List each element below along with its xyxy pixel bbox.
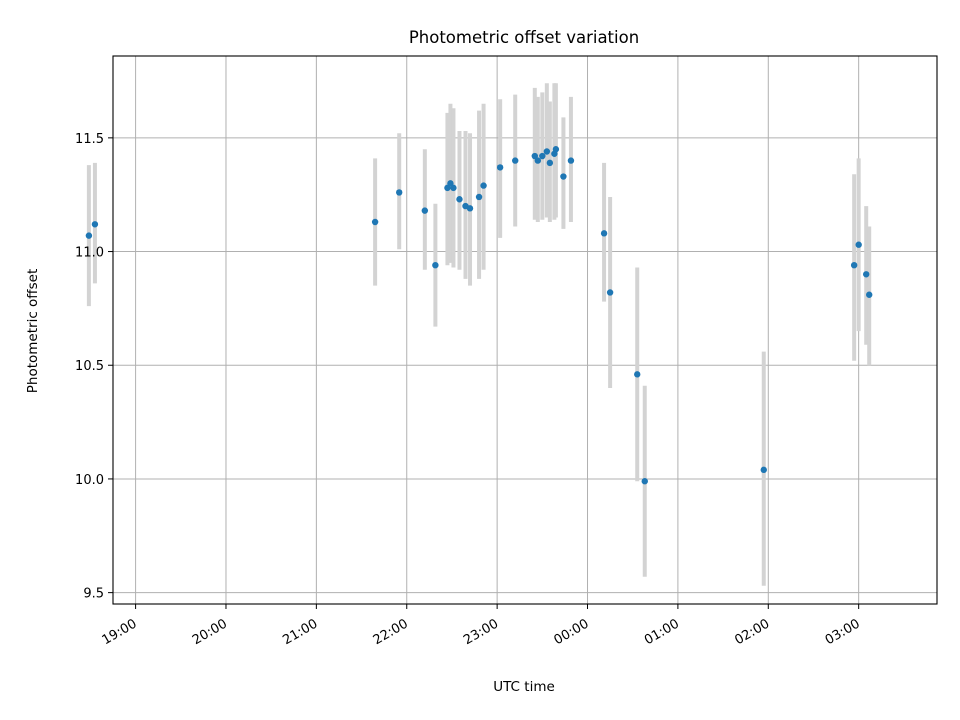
data-point: [546, 159, 554, 167]
data-point: [475, 193, 483, 201]
y-tick-label: 11.5: [75, 132, 104, 147]
x-tick-label: 00:00: [552, 616, 592, 648]
data-point: [396, 189, 403, 196]
data-point: [456, 196, 463, 203]
x-tick-label: 21:00: [280, 616, 320, 648]
data-point: [641, 478, 648, 485]
y-axis-ticks: 9.5 10.0 10.5 11.0 11.5: [75, 132, 113, 602]
x-tick-label: 20:00: [190, 616, 230, 648]
data-point: [543, 148, 551, 155]
x-tick-label: 02:00: [732, 616, 772, 648]
data-point: [85, 232, 93, 239]
data-point: [447, 180, 454, 187]
data-point: [480, 182, 487, 189]
error-bars: [86, 83, 872, 586]
data-point: [850, 261, 858, 269]
data-point: [539, 152, 546, 160]
data-point: [866, 291, 873, 298]
data-point: [760, 466, 767, 474]
data-point: [552, 146, 560, 153]
data-point: [600, 230, 608, 237]
data-point: [531, 152, 538, 160]
chart-title: Photometric offset variation: [409, 28, 639, 47]
data-point: [567, 157, 575, 164]
y-tick-label: 11.0: [75, 246, 104, 261]
y-axis-label: Photometric offset: [25, 269, 41, 393]
y-tick-label: 10.5: [75, 359, 104, 374]
x-tick-label: 22:00: [371, 616, 411, 648]
x-axis-ticks: 19:00 20:00 21:00 22:00 23:00 00:00 01:00 02:00…: [100, 604, 863, 648]
data-point: [534, 157, 542, 164]
data-point: [371, 218, 379, 226]
data-points: [85, 146, 873, 485]
data-point: [421, 207, 429, 214]
y-tick-label: 10.0: [75, 473, 104, 488]
x-axis-label: UTC time: [493, 679, 555, 695]
data-point: [855, 241, 862, 248]
x-tick-label: 19:00: [100, 616, 140, 648]
data-point: [560, 173, 567, 180]
data-point: [512, 157, 519, 164]
x-tick-label: 03:00: [823, 616, 863, 648]
plot-frame: [112, 55, 938, 605]
grid-lines: [113, 56, 937, 604]
data-point: [444, 184, 451, 192]
data-point: [450, 184, 457, 192]
data-point: [496, 164, 504, 171]
data-point: [432, 261, 439, 269]
data-point: [91, 221, 99, 228]
x-tick-label: 01:00: [642, 616, 682, 648]
data-point: [606, 289, 614, 296]
data-point: [634, 371, 641, 378]
data-point: [862, 271, 870, 278]
x-tick-label: 23:00: [461, 616, 501, 648]
data-point: [466, 205, 474, 212]
y-tick-label: 9.5: [83, 587, 104, 602]
